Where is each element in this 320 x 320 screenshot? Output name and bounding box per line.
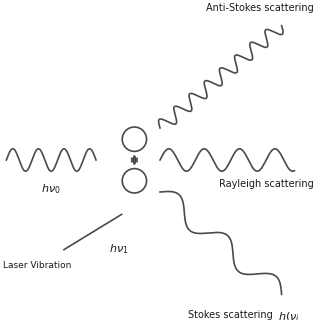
Text: Laser Vibration: Laser Vibration [3, 261, 72, 270]
Text: Rayleigh scattering: Rayleigh scattering [219, 179, 314, 189]
Text: $h\nu_0$: $h\nu_0$ [41, 182, 61, 196]
Text: $h(\nu_i$: $h(\nu_i$ [278, 310, 300, 320]
Text: Stokes scattering: Stokes scattering [188, 310, 273, 320]
Circle shape [122, 169, 147, 193]
Text: $h\nu_1$: $h\nu_1$ [109, 243, 128, 257]
Circle shape [122, 127, 147, 151]
Text: Anti-Stokes scattering: Anti-Stokes scattering [206, 3, 314, 13]
